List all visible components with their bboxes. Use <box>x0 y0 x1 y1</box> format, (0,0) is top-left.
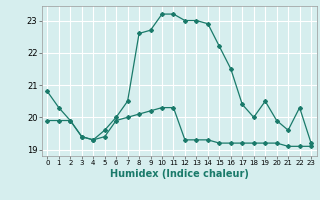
X-axis label: Humidex (Indice chaleur): Humidex (Indice chaleur) <box>110 169 249 179</box>
